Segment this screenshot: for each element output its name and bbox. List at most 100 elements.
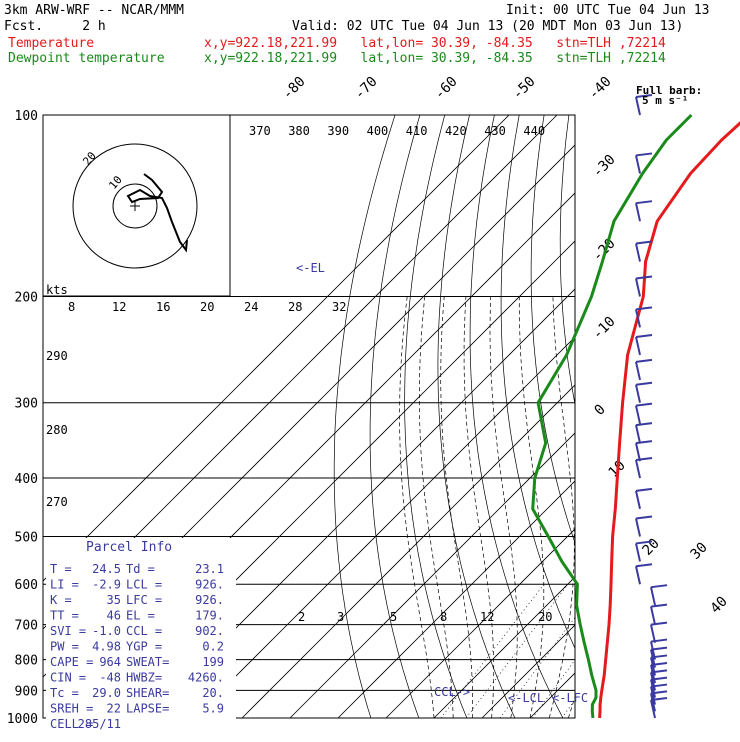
mixing-ratio-label-lower: 8: [440, 610, 447, 624]
wind-barb-flag: [635, 515, 653, 520]
mixing-ratio-label-lower: 3: [337, 610, 344, 624]
wind-barb: [635, 361, 641, 381]
mixing-ratio-label-upper: 24: [244, 300, 258, 314]
parcel-row-cell: 4.98: [92, 640, 121, 654]
wind-barb-flag: [635, 275, 653, 280]
parcel-info-table: Parcel Info T = 24.5 Td = 23.1 LI = -2.9 LCL =…: [50, 540, 224, 731]
pressure-tick-700: 700: [15, 619, 38, 634]
pressure-tick-100: 100: [15, 109, 38, 124]
isotherm-label: -60: [432, 74, 461, 103]
theta-label: 280: [46, 423, 68, 437]
mixing-ratio-line: [465, 583, 569, 718]
wind-barb: [650, 649, 656, 668]
parcel-row-cell: CIN =: [50, 671, 86, 685]
parcel-row-cell: 22: [107, 702, 121, 716]
parcel-row-cell: SREH =: [50, 702, 93, 716]
wind-barb: [650, 586, 656, 606]
mixing-ratio-label-lower: 2: [298, 610, 305, 624]
isotherm: [145, 288, 575, 718]
wind-barb: [650, 693, 656, 712]
wind-barb-flag: [635, 240, 653, 245]
model-title: 3km ARW-WRF -- NCAR/MMM: [4, 3, 185, 18]
temperature-legend: Temperature: [8, 36, 95, 51]
forecast-hour: Fcst. 2 h: [4, 19, 106, 34]
isotherm: [674, 115, 740, 718]
theta-e-label: 370: [249, 124, 271, 138]
wind-barb: [635, 278, 641, 297]
dry-adiabat: [437, 115, 516, 718]
dry-adiabat: [718, 115, 740, 718]
parcel-row-cell: YGP =: [126, 640, 162, 654]
dry-adiabat: [588, 115, 740, 718]
moist-adiabat: [419, 296, 454, 718]
parcel-row-cell: SHEAR=: [126, 686, 169, 700]
isotherm: [722, 115, 740, 718]
theta-label: 270: [46, 495, 68, 509]
dry-adiabat: [500, 115, 575, 650]
wind-barb-flag: [635, 440, 653, 445]
lcl-label: <-LCL: [508, 691, 544, 705]
ccl-label: CCL->: [434, 685, 470, 699]
wind-barb: [635, 543, 641, 562]
parcel-row-cell: 5.9: [202, 702, 224, 716]
parcel-row-cell: T =: [50, 562, 72, 576]
dry-adiabat: [642, 115, 740, 718]
dewpoint-legend: Dewpoint temperature: [8, 51, 165, 66]
wind-barb: [635, 384, 641, 403]
wind-barb: [635, 459, 641, 479]
wind-barb: [635, 336, 641, 356]
parcel-row-cell: 902.: [195, 624, 224, 638]
wind-barb: [635, 155, 641, 174]
isotherm-label: -30: [590, 152, 619, 181]
isotherm-label: 30: [688, 540, 711, 563]
temperature-line: [598, 121, 740, 719]
dry-adiabat: [530, 115, 575, 545]
valid-time: Valid: 02 UTC Tue 04 Jun 13 (20 MDT Mon …: [292, 19, 684, 34]
temperature-location: x,y=922.18,221.99 lat,lon= 30.39, -84.35…: [204, 36, 666, 51]
wind-barb: [635, 518, 641, 537]
dry-adiabat: [404, 115, 468, 718]
el-label: <-EL: [296, 261, 325, 275]
pressure-tick-900: 900: [15, 684, 38, 699]
parcel-row-cell: 926.: [195, 593, 224, 607]
isotherm: [626, 115, 740, 718]
isotherm-label: 20: [640, 536, 663, 559]
mixing-ratio-label-lower: 12: [480, 610, 494, 624]
dry-adiabat: [369, 115, 421, 718]
parcel-row-cell: HWBZ=: [126, 671, 162, 685]
parcel-row-cell: CELL =: [50, 717, 93, 731]
hodograph-units: kts: [46, 283, 68, 297]
wind-barb: [650, 606, 656, 625]
parcel-row-cell: PW =: [50, 640, 79, 654]
mixing-ratio-label-upper: 20: [200, 300, 214, 314]
moist-adiabat: [626, 297, 740, 719]
mixing-ratio-label-upper: 16: [156, 300, 170, 314]
wind-barb: [650, 672, 656, 691]
parcel-row-cell: LCL =: [126, 578, 162, 592]
theta-e-label: 380: [288, 124, 310, 138]
wind-barb: [635, 202, 641, 222]
wind-barb-flag: [635, 381, 653, 386]
wind-barb-flag: [635, 563, 653, 568]
parcel-row-cell: 24.5: [92, 562, 121, 576]
isotherm-label: -70: [352, 74, 381, 103]
parcel-info-title: Parcel Info: [86, 540, 172, 555]
isotherm: [529, 672, 575, 718]
parcel-row-cell: LAPSE=: [126, 702, 169, 716]
moist-adiabat: [463, 296, 495, 718]
pressure-tick-1000: 1000: [7, 712, 38, 727]
parcel-row-cell: CCL =: [126, 624, 162, 638]
wind-barb-flag: [635, 358, 653, 363]
parcel-row-cell: 20.: [202, 686, 224, 700]
wind-barb: [635, 490, 641, 510]
wind-barb: [650, 679, 656, 698]
mixing-ratio-label-lower: 20: [538, 610, 552, 624]
wind-barb-flag: [635, 333, 653, 338]
parcel-row-cell: 179.: [195, 609, 224, 623]
pressure-tick-600: 600: [15, 578, 38, 593]
barb-key-line2: 5 m s⁻¹: [642, 94, 688, 107]
hodograph-ring: [72, 143, 198, 269]
mixing-ratio-label-upper: 8: [68, 300, 75, 314]
wind-barb: [650, 624, 656, 643]
